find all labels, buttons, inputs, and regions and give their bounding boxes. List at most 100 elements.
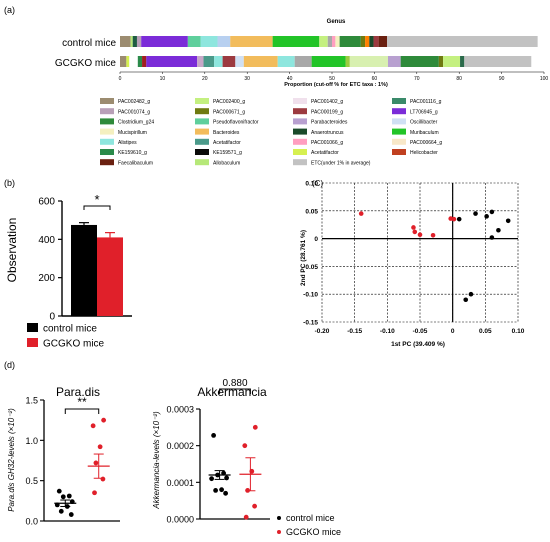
legend-swatch: [392, 118, 406, 125]
legend-swatch: [293, 118, 307, 125]
legend-label: Acetatifactor: [213, 140, 241, 146]
y-tick-label: 0.5: [25, 476, 38, 486]
y-tick-label: 0.10: [305, 181, 318, 188]
legend-swatch: [27, 338, 38, 347]
legend-label: PAC002400_g: [213, 99, 245, 105]
x-tick-label: 20: [202, 76, 208, 82]
legend-label: Anaerotruncus: [311, 130, 344, 136]
gcgko-point: [252, 503, 257, 509]
legend-swatch: [100, 118, 114, 125]
control-point: [496, 227, 501, 233]
legend-swatch: [293, 98, 307, 104]
legend-swatch: [195, 128, 209, 135]
control-point: [223, 490, 229, 496]
legend-label: Faecalibaculum: [118, 160, 153, 166]
bar-segment: [464, 56, 532, 67]
legend-swatch: [293, 108, 307, 115]
x-tick-label: 30: [244, 76, 250, 82]
bar-segment: [137, 56, 143, 67]
control-point: [66, 493, 72, 499]
bar-segment: [332, 36, 336, 47]
y-tick-label: 1.0: [25, 436, 38, 446]
legend-label: GCGKO mice: [43, 339, 105, 350]
gcgko-point: [101, 417, 107, 423]
gcgko-point: [100, 476, 106, 482]
bar-segment: [349, 56, 388, 67]
legend-swatch: [195, 159, 209, 166]
bar-segment: [360, 36, 366, 47]
x-tick-label: 60: [372, 76, 378, 82]
para-dis-dot-plot: 0.0 0.5 1.0 1.5 **: [25, 395, 120, 527]
x-tick-label: 70: [414, 76, 420, 82]
y-tick-label: 1.5: [25, 396, 38, 406]
significance-mark: *: [94, 192, 99, 207]
y-tick-label: 0: [314, 236, 318, 243]
bar-segment: [443, 56, 461, 67]
bar-legend: control mice GCGKO mice: [27, 323, 105, 350]
bar-segment: [387, 36, 538, 47]
legend-swatch: [195, 98, 209, 104]
legend-swatch: [392, 128, 406, 135]
panel-a-title: Genus: [327, 19, 346, 25]
bar: [97, 237, 123, 316]
x-tick-label: 0.05: [479, 328, 492, 335]
control-point: [456, 216, 462, 222]
control-point: [221, 470, 227, 476]
legend-swatch: [100, 159, 114, 166]
x-tick-label: 10: [160, 76, 166, 82]
x-tick-label: -0.05: [413, 328, 428, 335]
legend-label: Oscillibacter: [410, 120, 438, 126]
significance-bracket: [219, 388, 251, 394]
legend-label: Bacteroides: [213, 130, 240, 136]
control-point: [211, 433, 217, 438]
y-tick-label: 0: [49, 312, 55, 323]
y-tick-label: 0.0: [25, 517, 38, 527]
bar-segment: [400, 56, 439, 67]
significance-bracket: [83, 205, 111, 210]
panel-a-xlabel: Proportion (cut-off % for ETC taxa : 1%): [284, 82, 388, 88]
x-tick-label: 0: [119, 76, 122, 82]
para-dis-title: Para.dis: [56, 385, 100, 399]
control-point: [224, 475, 230, 481]
legend-label: Helicobacter: [410, 150, 438, 156]
bar-segment: [387, 56, 401, 67]
bar-segment: [243, 56, 278, 67]
stacked-x-axis: 0 10 20 30 40 50 60 70 80 90 100: [119, 71, 549, 82]
y-tick-label: 0.0000: [166, 515, 194, 525]
x-tick-label: 80: [456, 76, 462, 82]
gcgko-point: [417, 232, 423, 238]
bar-segment: [327, 36, 332, 47]
control-point: [489, 235, 495, 240]
legend-swatch: [100, 128, 114, 135]
y-tick-label: -0.15: [303, 320, 318, 327]
stacked-legend: PAC002482_g PAC002400_g PAC001402_g PAC0011…: [100, 98, 442, 166]
x-tick-label: 100: [540, 76, 549, 82]
pca-chart: -0.20 -0.15 -0.10 -0.05 0 0.05 0.100.100.050-0…: [303, 181, 525, 336]
legend-swatch: [293, 149, 307, 155]
legend-label: Pseudoflavonifractor: [213, 120, 259, 126]
y-tick-label: 0.0002: [166, 441, 194, 451]
control-point: [484, 214, 489, 219]
control-point: [473, 211, 478, 216]
bar-segment: [120, 56, 127, 67]
bar-segment: [365, 36, 370, 47]
bar-segment: [130, 36, 133, 47]
y-tick-label: 0.05: [305, 208, 318, 215]
y-tick-label: 400: [38, 235, 55, 246]
legend-label: Allobaculum: [213, 160, 240, 166]
gcgko-point: [358, 211, 364, 216]
y-tick-label: -0.05: [303, 264, 318, 271]
bar-segment: [460, 56, 465, 67]
legend-label: Clostridium_g24: [118, 120, 154, 126]
control-point: [468, 291, 474, 297]
legend-label: PAC002482_g: [118, 99, 150, 105]
legend-swatch: [392, 149, 406, 155]
legend-swatch: [392, 98, 406, 104]
legend-label: control mice: [43, 324, 97, 335]
panel-b: (b) Observation 0 200 400 600 * control mice…: [4, 178, 132, 350]
legend-label: Parabacteroides: [311, 120, 348, 126]
gcgko-point: [242, 443, 248, 449]
gcgko-point: [451, 216, 457, 222]
legend-label: PAC000671_g: [213, 109, 245, 115]
